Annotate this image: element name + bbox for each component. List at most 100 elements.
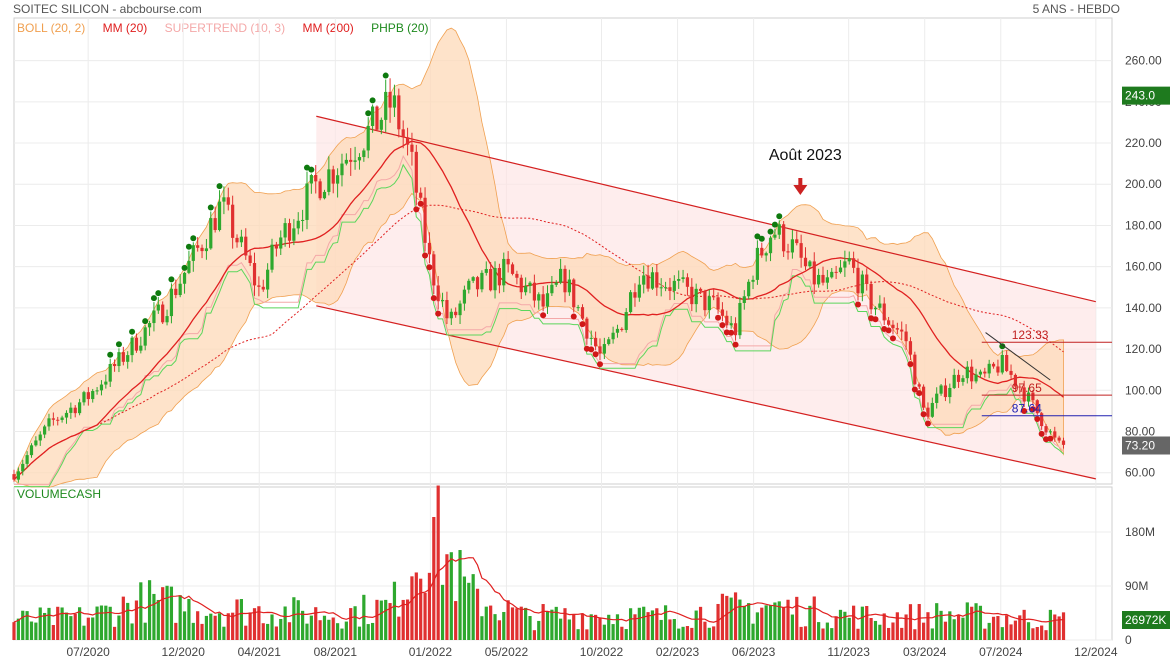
candle <box>672 275 676 300</box>
mm200-line <box>13 204 1064 480</box>
candle-body <box>401 129 405 138</box>
volume-bar <box>397 616 401 640</box>
volume-bar <box>440 584 445 640</box>
volume-bar <box>21 610 25 640</box>
x-tick-label: 03/2024 <box>903 645 947 659</box>
candle <box>685 273 690 296</box>
signal-dot-down <box>579 321 586 328</box>
volume-bar <box>64 612 69 640</box>
volume-bar <box>668 619 672 640</box>
candle <box>550 276 554 296</box>
candle-body <box>99 384 104 391</box>
candle <box>869 280 873 315</box>
volume-bar <box>865 605 869 640</box>
candle-body <box>515 273 519 278</box>
signal-dot-up <box>365 110 372 117</box>
signal-dot-down <box>715 314 722 321</box>
volume-bar <box>655 608 659 640</box>
candle-body <box>825 277 829 283</box>
candle <box>191 242 195 272</box>
candle <box>847 251 851 265</box>
candle <box>563 265 567 303</box>
candle-body <box>86 392 90 400</box>
volume-bar <box>1026 622 1031 640</box>
signal-dot-down <box>570 313 577 320</box>
volume-bar <box>156 599 160 640</box>
candle <box>108 358 112 387</box>
candle <box>795 231 799 246</box>
candle <box>86 387 90 406</box>
volume-bar <box>213 615 217 640</box>
candle <box>594 331 598 351</box>
volume-bar <box>908 604 913 640</box>
volume-bar <box>878 624 882 640</box>
candle-body <box>56 419 60 421</box>
candle <box>738 297 742 339</box>
candle-body <box>458 303 462 316</box>
candle <box>1048 429 1052 435</box>
level-label: 87.64 <box>1012 402 1042 416</box>
volume-bar <box>1031 628 1035 640</box>
volume-bar <box>349 608 353 640</box>
candle-body <box>725 315 729 326</box>
x-tick-label: 12/2024 <box>1074 645 1118 659</box>
candle-body <box>1018 386 1022 388</box>
volume-bar <box>174 622 178 640</box>
candle-body <box>755 247 760 280</box>
volume-bar <box>808 605 812 640</box>
candle-body <box>545 293 550 307</box>
volume-bar <box>843 611 847 640</box>
volume-bar <box>760 607 764 640</box>
volume-bar <box>607 614 611 640</box>
candle-body <box>838 267 843 273</box>
candle <box>515 270 519 285</box>
y-tick-label: 120.00 <box>1125 342 1162 356</box>
signal-dot-down <box>920 411 927 418</box>
volume-bar <box>987 622 991 640</box>
candle <box>43 424 47 439</box>
volume-bar <box>117 615 121 640</box>
candle <box>353 146 357 170</box>
volume-bar <box>624 629 628 640</box>
candle <box>803 247 808 271</box>
candle <box>489 262 493 292</box>
volume-bar <box>314 607 318 640</box>
candle <box>1026 387 1031 407</box>
candle <box>838 259 843 274</box>
candle <box>978 369 983 378</box>
volume-bar <box>729 597 733 640</box>
volume-bar <box>139 582 143 640</box>
candle-body <box>266 269 270 290</box>
candle-body <box>467 280 471 290</box>
volume-bar <box>405 599 410 640</box>
candle <box>261 279 265 292</box>
x-tick-label: 10/2022 <box>580 645 624 659</box>
volume-bar <box>952 619 956 640</box>
candle-body <box>974 374 978 382</box>
candle-body <box>301 219 305 221</box>
volume-bar <box>786 599 790 640</box>
candle-body <box>668 287 672 291</box>
legend-mm200[interactable]: MM (200) <box>302 21 354 35</box>
candle-body <box>1057 437 1061 441</box>
legend-phpb[interactable]: PHPB (20) <box>371 21 429 35</box>
candle-body <box>134 337 139 351</box>
candle-body <box>991 363 996 367</box>
volume-bar <box>301 610 305 640</box>
candle <box>60 415 64 423</box>
candle <box>716 292 720 314</box>
candle <box>1044 423 1048 436</box>
candle-body <box>742 296 746 303</box>
candle-body <box>637 284 641 298</box>
candle <box>642 265 646 294</box>
legend-mm20[interactable]: MM (20) <box>102 21 148 35</box>
legend-supertrend[interactable]: SUPERTREND (10, 3) <box>164 21 286 35</box>
legend-boll[interactable]: BOLL (20, 2) <box>17 21 86 35</box>
candle <box>266 263 270 299</box>
x-tick-label: 04/2021 <box>238 645 282 659</box>
signal-dot-up <box>115 341 122 348</box>
volume-bar <box>563 608 567 640</box>
candle-body <box>720 309 725 316</box>
volume-bar <box>825 622 829 640</box>
